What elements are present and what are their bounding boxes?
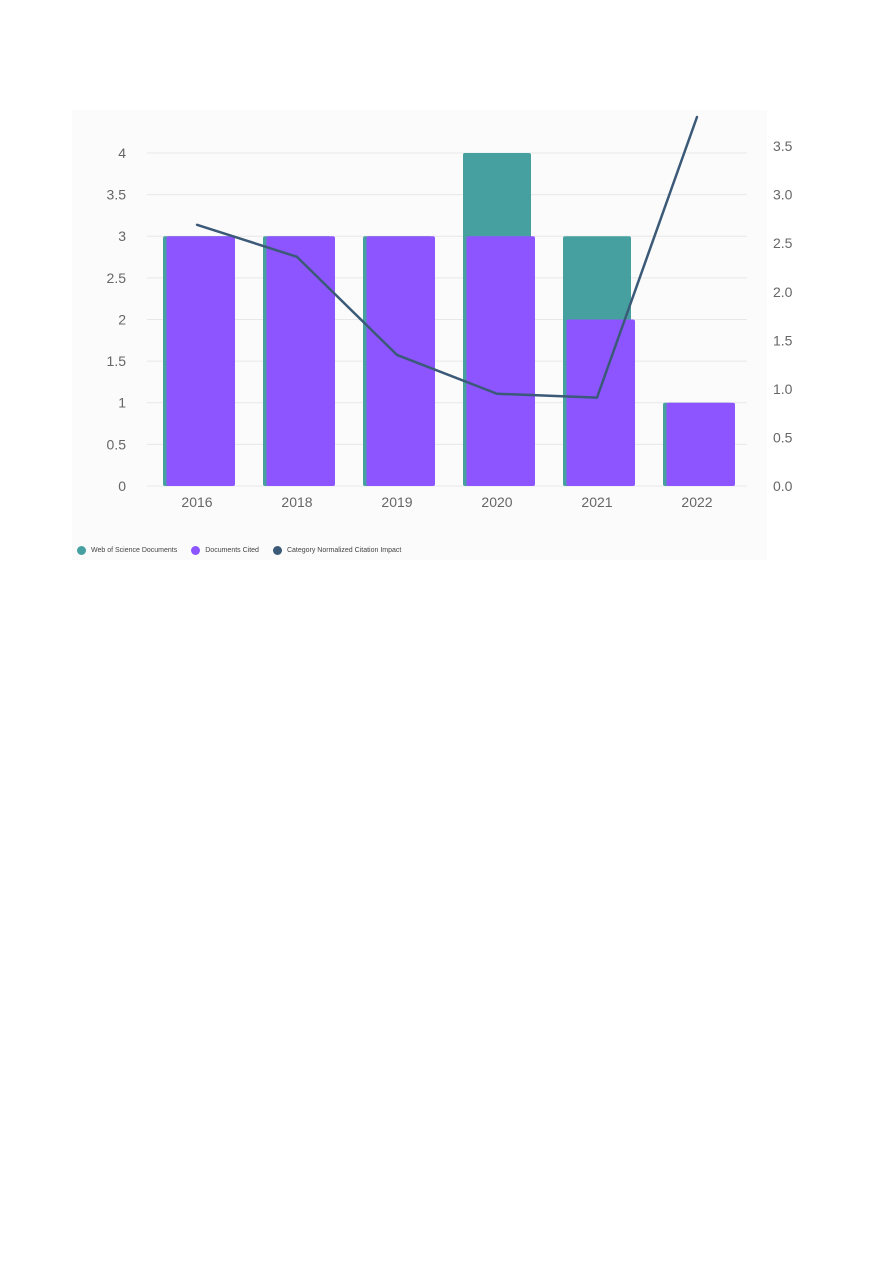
x-tick-label: 2019 (381, 494, 412, 510)
y-left-tick-label: 1.5 (107, 353, 127, 369)
point-cnci (495, 392, 499, 395)
bar-documents-cited (266, 236, 335, 486)
y-left-tick-label: 2 (118, 311, 126, 327)
y-right-tick-label: 2.5 (773, 235, 793, 251)
y-right-tick-label: 0.5 (773, 429, 793, 445)
legend-label-documents-cited: Documents Cited (205, 546, 259, 554)
y-left-tick-label: 2.5 (107, 270, 127, 286)
x-tick-label: 2016 (181, 494, 212, 510)
bar-documents-cited (666, 402, 735, 486)
y-left-tick-label: 1 (118, 395, 126, 411)
bar-documents-cited (366, 236, 435, 486)
y-right-tick-label: 3.5 (773, 138, 793, 154)
point-cnci (195, 223, 199, 226)
legend-item-wos-documents[interactable]: Web of Science Documents (77, 545, 178, 555)
y-left-tick-label: 4 (118, 145, 126, 161)
x-tick-label: 2020 (481, 494, 512, 510)
combo-chart: 0 0.5 1 1.5 2 2.5 3 3.5 4 0.0 0.5 1.0 1.5 2.0 2.5 3.0 3.… (107, 115, 793, 510)
x-tick-label: 2021 (581, 494, 612, 510)
bar-documents-cited (466, 236, 535, 486)
x-tick-label: 2022 (681, 494, 712, 510)
y-right-tick-label: 2.0 (773, 284, 793, 300)
chart-legend: Web of Science Documents Documents Cited… (77, 543, 401, 557)
y-right-tick-label: 1.5 (773, 332, 793, 348)
legend-swatch-cnci (272, 545, 282, 555)
y-left-tick-label: 0 (118, 478, 126, 494)
legend-label-wos-documents: Web of Science Documents (91, 546, 178, 554)
y-right-tick-label: 1.0 (773, 381, 793, 397)
bar-documents-cited (566, 319, 635, 486)
point-cnci (295, 255, 299, 259)
y-left-tick-label: 3.5 (107, 187, 127, 203)
legend-swatch-documents-cited (191, 545, 201, 555)
y-right-tick-label: 0.0 (773, 478, 793, 494)
legend-item-documents-cited[interactable]: Documents Cited (191, 545, 259, 555)
legend-swatch-wos-documents (77, 545, 86, 555)
x-tick-label: 2018 (281, 494, 312, 510)
legend-label-cnci: Category Normalized Citation Impact (286, 546, 402, 554)
point-cnci (695, 115, 699, 119)
y-right-tick-label: 3.0 (773, 187, 793, 203)
point-cnci (395, 353, 399, 357)
legend-item-cnci[interactable]: Category Normalized Citation Impact (272, 545, 402, 555)
point-cnci (595, 396, 599, 399)
y-left-tick-label: 3 (118, 228, 126, 244)
y-left-tick-label: 0.5 (107, 436, 127, 452)
bar-documents-cited (166, 236, 235, 486)
line-cnci (196, 116, 699, 399)
